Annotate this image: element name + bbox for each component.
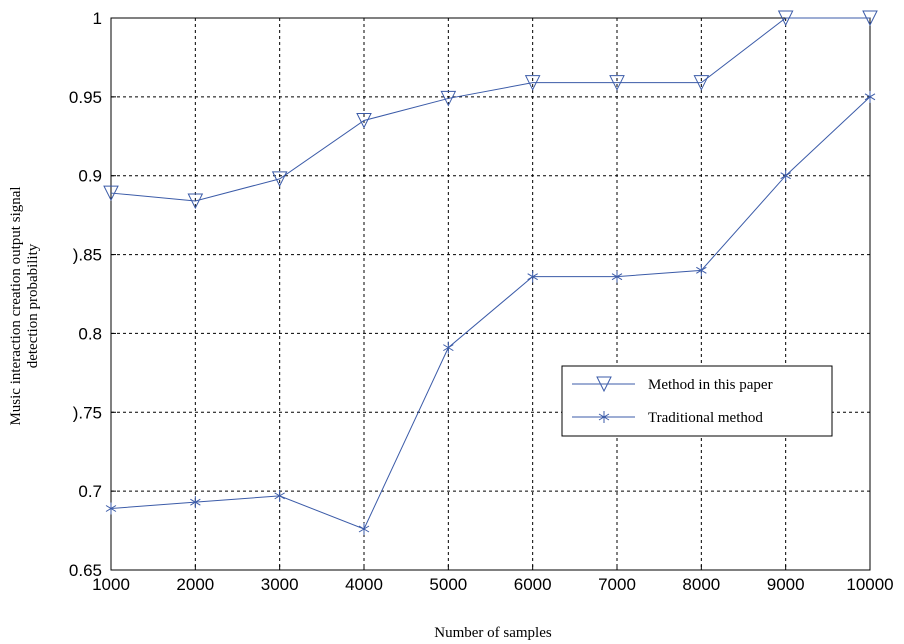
y-tick-label: 0.65 <box>69 561 102 580</box>
series-1 <box>103 10 878 210</box>
data-point-triangle <box>777 10 794 27</box>
grid <box>111 18 870 570</box>
x-tick-label: 7000 <box>598 575 636 594</box>
data-point-triangle <box>862 10 878 27</box>
data-point-asterisk <box>358 522 370 535</box>
data-point-asterisk <box>611 270 623 283</box>
x-axis-ticks: 1000 2000 3000 4000 5000 6000 7000 8000 9000 1000… <box>92 565 894 594</box>
data-point-asterisk <box>780 169 791 182</box>
y-axis-title-line-2: detection probability <box>25 243 41 368</box>
series-line <box>110 17 870 202</box>
data-point-asterisk <box>527 270 538 283</box>
legend-marker-traditional <box>598 411 610 423</box>
x-tick-label: 5000 <box>429 575 467 594</box>
y-tick-label: 0.8 <box>78 324 102 343</box>
y-tick-label: ).85 <box>73 246 102 265</box>
plot-frame <box>110 17 871 571</box>
data-point-asterisk <box>864 90 876 103</box>
y-axis-title-line-1: Music interaction creation output signal <box>8 186 24 425</box>
data-point-asterisk <box>190 496 201 509</box>
data-point-asterisk <box>443 341 454 354</box>
x-axis-title: Number of samples <box>434 625 552 641</box>
y-tick-label: 0.95 <box>69 88 102 107</box>
data-point-asterisk <box>274 489 285 502</box>
y-axis-title: Music interaction creation output signal… <box>8 186 41 425</box>
x-tick-label: 9000 <box>767 575 805 594</box>
legend: Method in this paper Traditional method <box>561 365 833 437</box>
x-tick-label: 6000 <box>514 575 552 594</box>
data-point-triangle <box>271 171 288 187</box>
y-tick-label: 0.9 <box>78 167 102 186</box>
data-point-triangle <box>524 75 541 91</box>
data-point-triangle <box>187 193 204 210</box>
y-tick-label: ).75 <box>73 403 102 422</box>
legend-label-traditional: Traditional method <box>648 410 763 426</box>
data-point-asterisk <box>105 502 117 515</box>
series-line <box>110 96 871 530</box>
series-layer <box>103 10 878 535</box>
x-tick-label: 8000 <box>682 575 720 594</box>
y-axis-ticks: 0.65 0.7 ).75 0.8 ).85 0.9 0.95 1 <box>69 9 116 580</box>
x-tick-label: 2000 <box>176 575 214 594</box>
data-point-triangle <box>103 185 119 202</box>
x-tick-label: 1000 <box>92 575 130 594</box>
data-point-triangle <box>356 113 372 129</box>
x-tick-label: 4000 <box>345 575 383 594</box>
legend-box <box>561 365 833 437</box>
legend-label-method: Method in this paper <box>648 377 773 393</box>
data-point-triangle <box>609 75 625 91</box>
y-tick-label: 0.7 <box>78 482 102 501</box>
y-tick-label: 1 <box>93 9 102 28</box>
data-point-triangle <box>440 90 457 107</box>
legend-marker-method <box>596 376 612 393</box>
x-tick-label: 10000 <box>846 575 893 594</box>
data-point-asterisk <box>696 264 707 277</box>
data-point-triangle <box>693 75 710 91</box>
series-2 <box>105 90 876 535</box>
x-tick-label: 3000 <box>261 575 299 594</box>
